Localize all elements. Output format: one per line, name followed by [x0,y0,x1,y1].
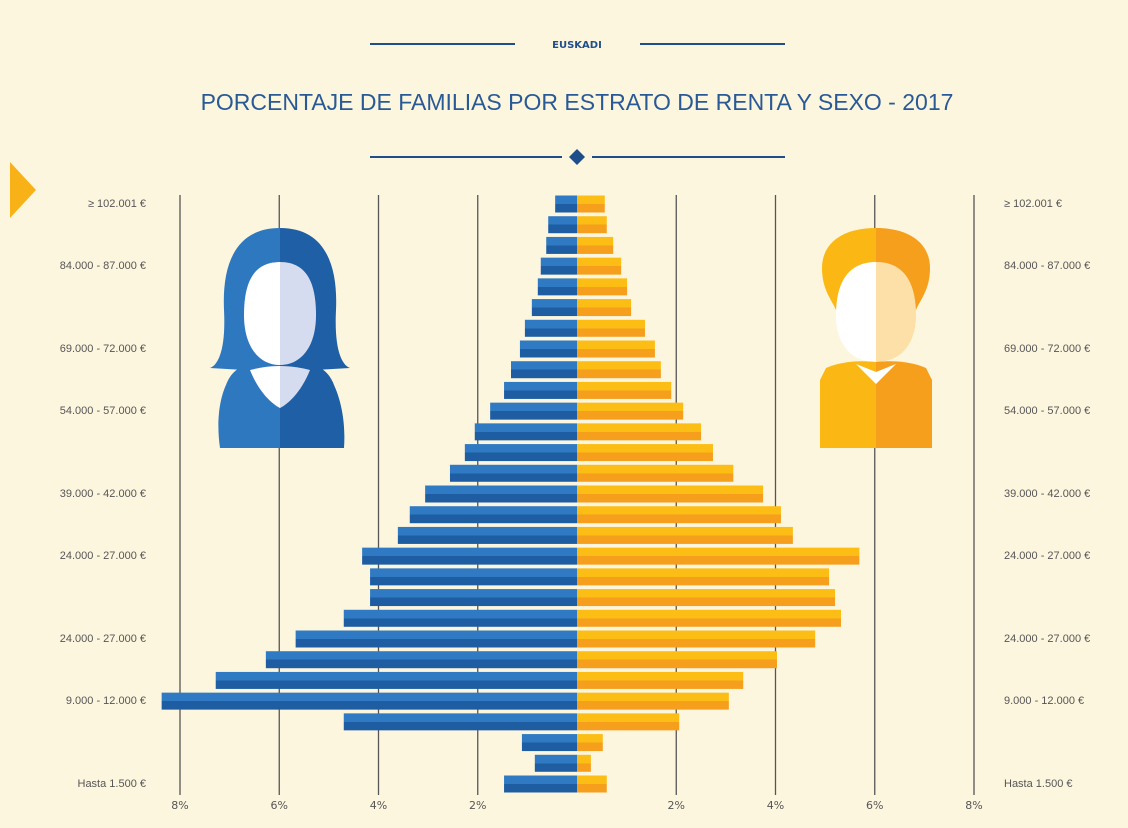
y-tick-label: 54.000 - 57.000 € [1004,405,1090,417]
bar [548,216,577,233]
woman-icon [210,228,350,448]
bar [577,713,679,730]
x-tick-label: 2% [469,799,486,812]
bar [216,672,577,689]
y-tick-label: 84.000 - 87.000 € [1004,260,1090,272]
bar [577,506,781,523]
bar [577,216,607,233]
bar [541,258,577,275]
bar [532,299,577,316]
bar [577,589,835,606]
y-tick-label: 9.000 - 12.000 € [1004,695,1084,707]
y-tick-label: Hasta 1.500 € [78,778,147,790]
bar [535,755,577,772]
bar [577,672,743,689]
bar [344,610,577,627]
y-tick-label: 54.000 - 57.000 € [60,405,146,417]
x-tick-label: 6% [271,799,288,812]
bar [555,196,577,213]
bar [577,527,793,544]
bar [425,486,577,503]
bar [577,776,607,793]
y-tick-label: 69.000 - 72.000 € [1004,343,1090,355]
bar [577,631,815,648]
y-tick-label: 69.000 - 72.000 € [60,343,146,355]
y-tick-label: 24.000 - 27.000 € [1004,633,1090,645]
bar [370,568,577,585]
x-tick-label: 6% [866,799,883,812]
bar [525,320,577,337]
x-tick-label: 4% [767,799,784,812]
bar [162,693,577,710]
bar [577,568,829,585]
x-tick-label: 8% [965,799,982,812]
bar [522,734,577,751]
x-tick-label: 8% [171,799,188,812]
bar [577,278,627,295]
y-tick-label: 39.000 - 42.000 € [1004,488,1090,500]
bar [398,527,577,544]
bar [577,610,841,627]
bar [577,258,621,275]
bar [520,341,577,358]
y-tick-label: 39.000 - 42.000 € [60,488,146,500]
y-tick-label: 24.000 - 27.000 € [60,633,146,645]
y-tick-label: 24.000 - 27.000 € [1004,550,1090,562]
bar [577,403,683,420]
bar [577,548,859,565]
bar [577,465,733,482]
bar [577,341,655,358]
bar [266,651,577,668]
bar [577,486,763,503]
bar [577,299,631,316]
x-tick-label: 4% [370,799,387,812]
bar [362,548,577,565]
bar [344,713,577,730]
y-tick-label: 84.000 - 87.000 € [60,260,146,272]
bar [410,506,577,523]
y-tick-label: 9.000 - 12.000 € [66,695,146,707]
bar [577,444,713,461]
chart-title: PORCENTAJE DE FAMILIAS POR ESTRATO DE RE… [201,89,954,115]
bar [465,444,577,461]
bar [577,237,613,254]
y-tick-label: ≥ 102.001 € [1004,198,1062,210]
y-tick-label: Hasta 1.500 € [1004,778,1073,790]
bar [577,320,645,337]
overline: EUSKADI [552,40,602,51]
bar [577,361,661,378]
bar [504,382,577,399]
bar [296,631,577,648]
bar [511,361,577,378]
bar [577,196,605,213]
y-tick-label: ≥ 102.001 € [88,198,146,210]
bar [577,423,701,440]
bar [577,382,671,399]
y-tick-label: 24.000 - 27.000 € [60,550,146,562]
bar [370,589,577,606]
bar [546,237,577,254]
bar [475,423,577,440]
bar [450,465,577,482]
x-tick-label: 2% [668,799,685,812]
bar [577,734,603,751]
bar [577,693,729,710]
bar [577,651,777,668]
bar [504,776,577,793]
chart: EUSKADI PORCENTAJE DE FAMILIAS POR ESTRA… [0,0,1128,828]
bar [490,403,577,420]
bar [577,755,591,772]
bar [538,278,577,295]
